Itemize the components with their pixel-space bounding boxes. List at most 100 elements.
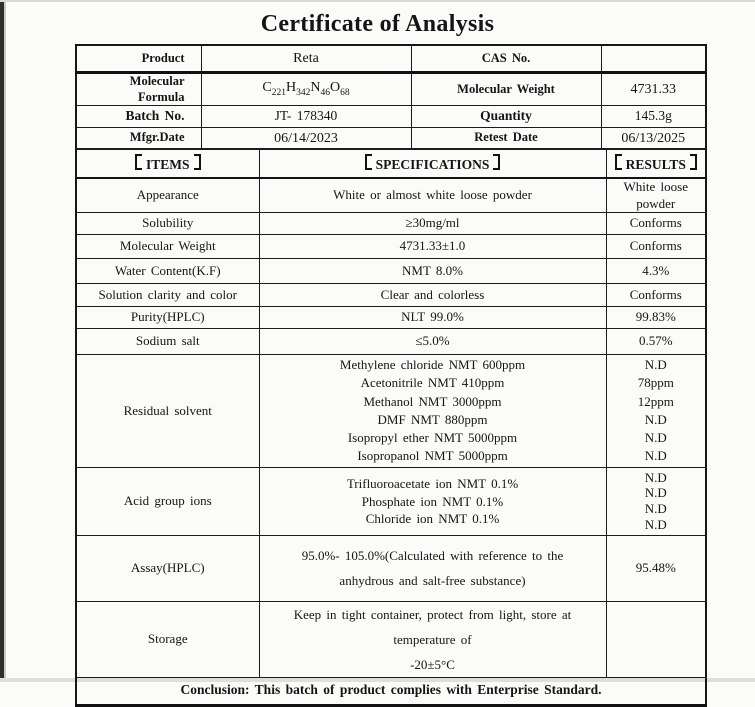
spec-line: Isopropanol NMT 5000ppm (357, 448, 508, 464)
row-assay-hplc: Assay(HPLC) 95.0%- 105.0%(Calculated wit… (75, 534, 707, 602)
page-title: Certificate of Analysis (260, 11, 495, 37)
row-residual-solvent: Residual solvent Methylene chloride NMT … (75, 353, 707, 468)
acid-group-specs: Trifluoroacetate ion NMT 0.1% Phosphate … (258, 466, 607, 536)
molecular-formula-label: Molecular Formula (75, 71, 202, 107)
result-line: N.D (644, 411, 667, 427)
lens-bracket-left (364, 153, 372, 170)
cas-no-label: CAS No. (410, 44, 602, 74)
item-result: Conforms (605, 233, 707, 259)
spec-line: Keep in tight container, protect from li… (293, 606, 572, 647)
retest-date-label: Retest Date (410, 127, 602, 150)
item-name: Purity(HPLC) (75, 305, 260, 329)
certificate-body: Product Reta CAS No. Molecular Formula C… (75, 44, 707, 707)
spec-line: Acetonitrile NMT 410ppm (360, 375, 505, 391)
item-result: Conforms (605, 282, 707, 307)
spec-line: Chloride ion NMT 0.1% (365, 511, 500, 526)
result-line: N.D (644, 469, 667, 485)
item-name: Storage (75, 600, 260, 678)
page-left-edge (0, 0, 4, 682)
item-spec: ≥30mg/ml (258, 211, 607, 235)
mfg-date-value: 06/14/2023 (200, 127, 412, 150)
row-conclusion: Conclusion: This batch of product compli… (75, 676, 707, 707)
spec-line: anhydrous and salt-free substance) (339, 573, 526, 589)
row-purity-hplc: Purity(HPLC) NLT 99.0% 99.83% (75, 305, 707, 329)
conclusion-text: Conclusion: This batch of product compli… (75, 676, 707, 707)
results-header-label: RESULTS (625, 156, 686, 172)
item-name: Appearance (75, 177, 260, 213)
result-line: N.D (644, 517, 667, 533)
items-header-cell: ITEMS (75, 149, 260, 180)
results-header-cell: RESULTS (605, 149, 707, 180)
row-water-content: Water Content(K.F) NMT 8.0% 4.3% (75, 257, 707, 284)
assay-result: 95.48% (605, 534, 707, 602)
row-batch-quantity: Batch No. JT- 178340 Quantity 145.3g (75, 105, 707, 129)
items-table-header-row: ITEMS SPECIFICATIONS RESULTS (75, 149, 707, 180)
item-result: 4.3% (605, 257, 707, 284)
row-formula-weight: Molecular Formula C221H342N46O68 Molecul… (75, 71, 707, 107)
item-spec: 4731.33±1.0 (258, 233, 607, 259)
lens-bracket-left (614, 153, 622, 170)
row-acid-group-ions: Acid group ions Trifluoroacetate ion NMT… (75, 466, 707, 536)
residual-solvent-specs: Methylene chloride NMT 600ppm Acetonitri… (258, 353, 607, 468)
molecular-weight-label: Molecular Weight (410, 71, 602, 107)
row-solution-clarity: Solution clarity and color Clear and col… (75, 282, 707, 307)
item-name: Sodium salt (75, 327, 260, 355)
result-line: N.D (644, 429, 667, 445)
spec-line: 95.0%- 105.0%(Calculated with reference … (301, 548, 564, 564)
page-left-edge-shade (4, 0, 6, 682)
row-sodium-salt: Sodium salt ≤5.0% 0.57% (75, 327, 707, 355)
residual-solvent-results: N.D 78ppm 12ppm N.D N.D N.D (605, 353, 707, 468)
spec-line: -20±5°C (410, 656, 455, 672)
spec-line: Methanol NMT 3000ppm (363, 393, 502, 409)
batch-no-label: Batch No. (75, 105, 202, 129)
item-result: 0.57% (605, 327, 707, 355)
item-spec: NMT 8.0% (258, 257, 607, 284)
lens-bracket-left (134, 153, 142, 170)
result-line: 78ppm (637, 375, 674, 391)
lens-bracket-right (689, 153, 697, 170)
result-line: N.D (644, 448, 667, 464)
assay-spec: 95.0%- 105.0%(Calculated with reference … (258, 534, 607, 602)
spec-line: DMF NMT 880ppm (377, 411, 488, 427)
result-line: 12ppm (637, 393, 674, 409)
quantity-value: 145.3g (600, 105, 707, 129)
item-name: Solution clarity and color (75, 282, 260, 307)
molecular-formula-value: C221H342N46O68 (200, 71, 412, 107)
result-line: N.D (644, 357, 667, 373)
item-name: Assay(HPLC) (75, 534, 260, 602)
item-spec: White or almost white loose powder (258, 177, 607, 213)
spec-line: Isopropyl ether NMT 5000ppm (347, 429, 518, 445)
item-name: Solubility (75, 211, 260, 235)
quantity-label: Quantity (410, 105, 602, 129)
row-molecular-weight: Molecular Weight 4731.33±1.0 Conforms (75, 233, 707, 259)
cas-no-value (600, 44, 707, 74)
product-label: Product (75, 44, 202, 74)
storage-result (605, 600, 707, 678)
item-name: Water Content(K.F) (75, 257, 260, 284)
header-table: Product Reta CAS No. Molecular Formula C… (75, 44, 707, 150)
item-result: White loose powder (605, 177, 707, 213)
result-line: N.D (644, 501, 667, 517)
spec-line: Phosphate ion NMT 0.1% (361, 493, 504, 509)
molecular-weight-value: 4731.33 (600, 71, 707, 107)
lens-bracket-right (193, 153, 201, 170)
item-spec: ≤5.0% (258, 327, 607, 355)
product-value: Reta (200, 44, 412, 74)
mfg-date-label: Mfgr.Date (75, 127, 202, 150)
batch-no-value: JT- 178340 (200, 105, 412, 129)
row-appearance: Appearance White or almost white loose p… (75, 177, 707, 213)
item-result: 99.83% (605, 305, 707, 329)
item-result: Conforms (605, 211, 707, 235)
lens-bracket-right (493, 153, 501, 170)
acid-group-results: N.D N.D N.D N.D (605, 466, 707, 536)
items-table: ITEMS SPECIFICATIONS RESULTS Appearance … (75, 149, 707, 707)
retest-date-value: 06/13/2025 (600, 127, 707, 150)
item-name: Residual solvent (75, 353, 260, 468)
row-solubility: Solubility ≥30mg/ml Conforms (75, 211, 707, 235)
specifications-header-cell: SPECIFICATIONS (258, 149, 607, 180)
item-spec: Clear and colorless (258, 282, 607, 307)
result-line: N.D (644, 485, 667, 501)
spec-line: Trifluoroacetate ion NMT 0.1% (346, 476, 519, 491)
row-product-cas: Product Reta CAS No. (75, 44, 707, 74)
row-storage: Storage Keep in tight container, protect… (75, 600, 707, 678)
